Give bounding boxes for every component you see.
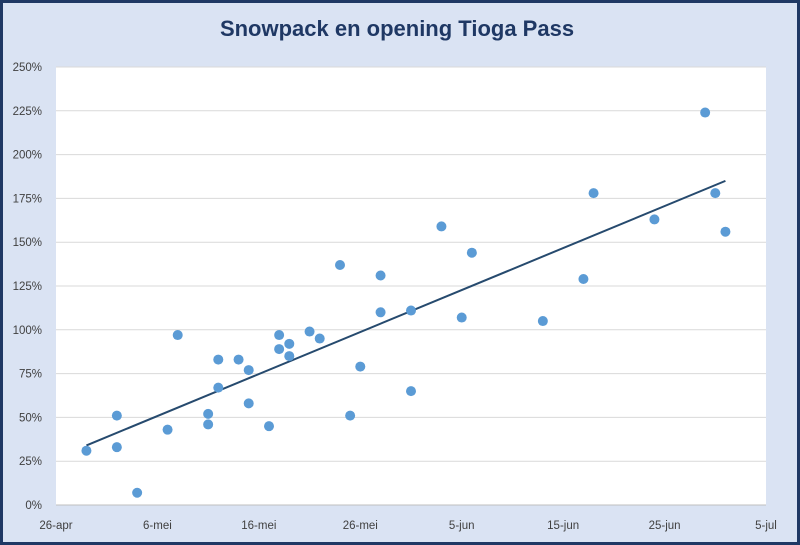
- data-point: [375, 270, 386, 281]
- y-tick-label: 200%: [13, 150, 42, 162]
- trendline: [86, 179, 726, 447]
- data-point: [375, 307, 386, 318]
- data-point: [81, 445, 92, 456]
- data-point: [406, 305, 416, 316]
- data-point: [436, 221, 447, 232]
- data-point: [233, 354, 244, 365]
- x-tick-label: 16-mei: [241, 520, 276, 532]
- data-point: [274, 330, 285, 341]
- x-tick-label: 25-jun: [649, 520, 681, 532]
- data-point: [406, 386, 416, 397]
- data-point: [720, 226, 731, 237]
- data-point: [203, 419, 214, 430]
- data-point: [578, 273, 589, 284]
- data-point: [284, 351, 295, 362]
- data-point: [213, 354, 224, 365]
- data-point: [466, 247, 477, 258]
- data-point: [132, 487, 143, 498]
- data-point: [243, 365, 254, 376]
- x-tick-label: 26-mei: [343, 520, 378, 532]
- y-tick-label: 50%: [19, 412, 42, 424]
- y-tick-label: 75%: [19, 369, 42, 381]
- data-point: [710, 188, 721, 199]
- data-point: [264, 421, 274, 432]
- data-point: [162, 424, 173, 435]
- data-point: [537, 316, 548, 327]
- data-point: [284, 338, 295, 349]
- data-point: [700, 107, 711, 118]
- y-tick-label: 125%: [13, 281, 42, 293]
- data-point: [335, 259, 345, 270]
- data-point: [304, 326, 315, 337]
- data-point: [649, 214, 660, 225]
- data-point: [213, 382, 224, 393]
- y-tick-label: 150%: [13, 237, 42, 249]
- y-tick-label: 175%: [13, 193, 42, 205]
- data-point: [588, 188, 599, 199]
- y-tick-label: 25%: [19, 456, 42, 468]
- y-tick-label: 0%: [25, 500, 42, 512]
- data-point: [355, 361, 366, 372]
- data-point: [314, 333, 325, 344]
- x-tick-label: 26-apr: [39, 520, 72, 532]
- y-tick-label: 250%: [13, 62, 42, 74]
- data-point: [345, 410, 356, 421]
- data-point: [456, 312, 467, 323]
- x-tick-label: 5-jul: [755, 520, 777, 532]
- x-tick-label: 15-jun: [547, 520, 579, 532]
- data-point: [274, 344, 285, 355]
- data-point: [203, 408, 214, 419]
- x-tick-label: 6-mei: [143, 520, 172, 532]
- data-point: [111, 410, 122, 421]
- y-tick-label: 225%: [13, 106, 42, 118]
- data-point: [243, 398, 254, 409]
- data-point: [172, 330, 183, 341]
- x-tick-label: 5-jun: [449, 520, 475, 532]
- chart-title: Snowpack en opening Tioga Pass: [219, 16, 575, 41]
- y-tick-label: 100%: [13, 325, 42, 337]
- data-point: [111, 442, 122, 453]
